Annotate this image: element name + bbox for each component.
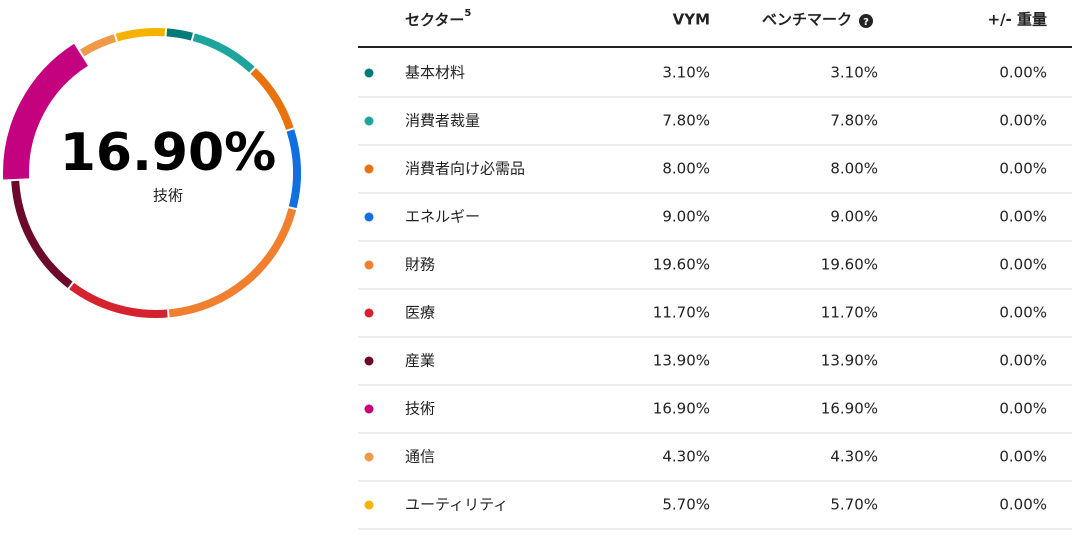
sector-name: 産業 xyxy=(405,352,435,370)
weight-cell: 19.60% xyxy=(821,256,878,274)
donut-segment xyxy=(115,28,166,42)
column-header: ベンチマーク xyxy=(762,11,852,29)
sector-name: 通信 xyxy=(405,448,435,466)
weight-cell: 8.00% xyxy=(830,160,878,178)
column-header: +/- 重量 xyxy=(988,11,1048,29)
weight-cell: 0.00% xyxy=(999,256,1047,274)
center-value: 16.90% xyxy=(60,123,277,183)
donut-segment xyxy=(286,129,301,209)
column-header: VYM xyxy=(673,11,710,29)
center-label: 技術 xyxy=(153,187,183,205)
column-header: セクター5 xyxy=(405,8,471,29)
weight-cell: 3.10% xyxy=(830,64,878,82)
donut-segment xyxy=(80,34,117,57)
weight-cell: 0.00% xyxy=(999,112,1047,130)
legend-dot xyxy=(364,356,374,366)
weight-cell: 5.70% xyxy=(662,496,710,514)
donut-segment xyxy=(192,33,255,73)
legend-dot xyxy=(364,452,374,462)
weight-cell: 0.00% xyxy=(999,352,1047,370)
table-body: 基本材料 3.10% 3.10% 0.00% 消費者裁量 7.80% 7.80% 0.00% 消… xyxy=(358,64,1072,530)
weight-cell: 7.80% xyxy=(830,112,878,130)
legend-dot xyxy=(364,116,374,126)
donut-segment xyxy=(69,282,168,318)
donut-segment xyxy=(3,43,89,180)
weight-cell: 0.00% xyxy=(999,448,1047,466)
sector-name: 財務 xyxy=(405,256,435,274)
legend-dot xyxy=(364,500,374,510)
sector-name: エネルギー xyxy=(405,208,480,226)
legend-dot xyxy=(364,404,374,414)
help-icon[interactable] xyxy=(859,14,873,28)
weight-cell: 11.70% xyxy=(821,304,878,322)
weight-cell: 0.00% xyxy=(999,160,1047,178)
weight-cell: 0.00% xyxy=(999,64,1047,82)
weight-cell: 5.70% xyxy=(830,496,878,514)
weight-cell: 0.00% xyxy=(999,304,1047,322)
donut xyxy=(3,28,301,318)
sector-name: 医療 xyxy=(405,304,435,322)
header-note: 5 xyxy=(464,8,471,19)
weight-cell: 16.90% xyxy=(653,400,710,418)
weight-cell: 11.70% xyxy=(653,304,710,322)
donut-segment xyxy=(168,208,297,318)
weight-cell: 13.90% xyxy=(821,352,878,370)
donut-segment xyxy=(166,28,193,41)
legend-dot xyxy=(364,308,374,318)
sector-name: 技術 xyxy=(405,400,435,418)
weight-cell: 0.00% xyxy=(999,400,1047,418)
weight-cell: 8.00% xyxy=(662,160,710,178)
weight-cell: 16.90% xyxy=(821,400,878,418)
sector-name: 消費者裁量 xyxy=(405,112,480,130)
legend-dot xyxy=(364,164,374,174)
donut-segment xyxy=(250,68,294,130)
sector-name: 消費者向け必需品 xyxy=(405,160,525,178)
weight-cell: 9.00% xyxy=(662,208,710,226)
weight-cell: 0.00% xyxy=(999,208,1047,226)
legend-dot xyxy=(364,212,374,222)
sector-name: 基本材料 xyxy=(405,64,465,82)
legend-dot xyxy=(364,260,374,270)
weight-cell: 19.60% xyxy=(653,256,710,274)
weight-cell: 13.90% xyxy=(653,352,710,370)
help-icon-glyph: ? xyxy=(863,17,869,28)
weight-cell: 7.80% xyxy=(662,112,710,130)
donut-segment xyxy=(11,180,73,289)
sector-name: ユーティリティ xyxy=(405,496,508,514)
weight-cell: 3.10% xyxy=(662,64,710,82)
weight-cell: 4.30% xyxy=(830,448,878,466)
legend-dot xyxy=(364,68,374,78)
weight-cell: 4.30% xyxy=(662,448,710,466)
header-text: セクター xyxy=(405,11,464,29)
weight-cell: 0.00% xyxy=(999,496,1047,514)
weight-cell: 9.00% xyxy=(830,208,878,226)
